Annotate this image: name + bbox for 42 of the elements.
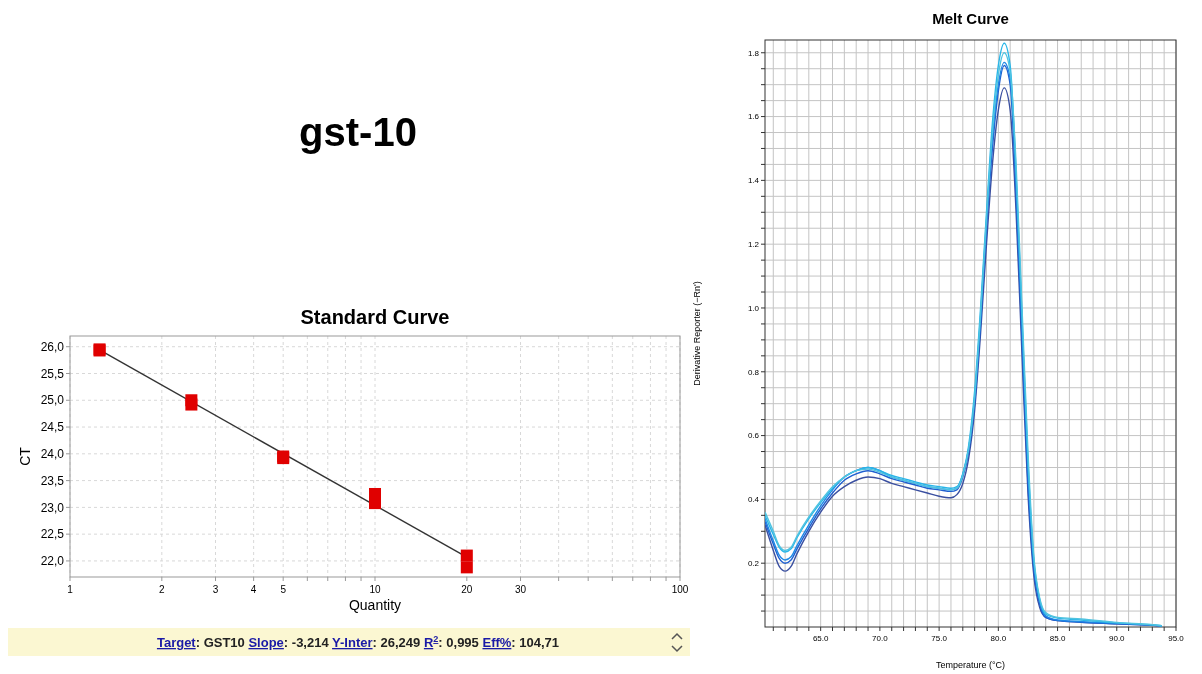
y-tick-label: 0.8 xyxy=(747,367,760,377)
x-tick-label: 95.0 xyxy=(1168,634,1185,643)
text: Target: GST10 Slope: -3,214 Y-Inter: 26,249 R$^{2}$: 0,995 Eff%: 104,71 xyxy=(156,634,560,650)
y-tick-label: 23,5 xyxy=(40,473,65,488)
x-tick-label: 10 xyxy=(369,584,381,595)
text: gst-10 xyxy=(299,110,417,154)
y-axis-title: CT xyxy=(17,446,33,466)
y-tick-label: 1.0 xyxy=(747,303,760,313)
x-tick-label: 90.0 xyxy=(1108,634,1126,643)
y-tick-label: 1.6 xyxy=(747,112,760,122)
x-tick-label: 75.0 xyxy=(931,634,948,643)
y-tick-label: 0.6 xyxy=(747,431,760,441)
y-tick-label: 1.2 xyxy=(747,239,760,249)
x-tick-label: 85.0 xyxy=(1049,634,1066,643)
y-tick-label: 26,0 xyxy=(40,339,65,354)
x-tick-label: 65.0 xyxy=(812,634,829,643)
x-tick-label: 100 xyxy=(671,584,689,595)
x-tick-label: 20 xyxy=(461,584,473,595)
y-tick-label: 1.8 xyxy=(747,48,760,58)
y-tick-label: 0.2 xyxy=(747,559,760,568)
x-tick-label: 30 xyxy=(514,584,527,595)
y-tick-label: 23,0 xyxy=(40,500,65,515)
y-tick-label: 22,5 xyxy=(40,527,65,542)
y-tick-label: 0.4 xyxy=(747,495,760,505)
x-tick-label: 80.0 xyxy=(990,634,1007,643)
x-tick-label: 4 xyxy=(250,584,257,595)
x-tick-label: 5 xyxy=(280,584,287,595)
y-tick-label: 25,5 xyxy=(40,366,65,381)
y-tick-label: 24,5 xyxy=(40,420,65,435)
y-tick-label: 22,0 xyxy=(40,554,65,569)
chart-title: Standard Curve xyxy=(300,306,450,328)
y-tick-label: 24,0 xyxy=(40,447,65,462)
y-axis-title: Derivative Reporter (−Rn') xyxy=(692,281,702,386)
chart-title: Melt Curve xyxy=(932,10,1009,27)
x-tick-label: 1 xyxy=(67,584,74,595)
y-tick-label: 25,0 xyxy=(40,393,65,408)
x-axis-title: Quantity xyxy=(348,597,402,613)
x-axis-title: Temperature (°C) xyxy=(935,660,1006,670)
y-tick-label: 1.4 xyxy=(747,176,760,186)
x-tick-label: 70.0 xyxy=(872,634,889,643)
x-tick-label: 3 xyxy=(212,584,219,595)
x-tick-label: 2 xyxy=(159,584,166,595)
